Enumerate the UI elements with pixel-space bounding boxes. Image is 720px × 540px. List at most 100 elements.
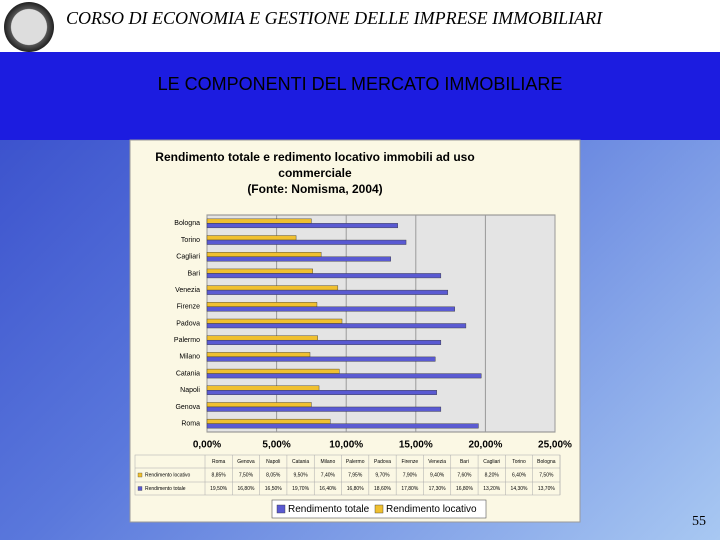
- table-value: 13,20%: [483, 486, 501, 492]
- legend-swatch: [374, 504, 384, 514]
- table-value: 9,40%: [430, 472, 445, 478]
- table-value: 16,80%: [347, 486, 365, 492]
- y-tick-label: Torino: [181, 237, 200, 244]
- bar: [206, 402, 312, 408]
- x-tick-label: 0,00%: [193, 440, 221, 451]
- table-value: 19,70%: [292, 486, 310, 492]
- y-tick-label: Bologna: [174, 220, 200, 227]
- y-tick-label: Genova: [175, 404, 200, 411]
- header-strip: [0, 0, 720, 52]
- bar: [206, 223, 398, 229]
- chart-title: commerciale: [278, 166, 352, 180]
- table-value: 7,95%: [348, 472, 363, 478]
- bar: [206, 339, 442, 345]
- chart-title: Rendimento totale e redimento locativo i…: [155, 150, 474, 164]
- table-header: Roma: [212, 459, 226, 465]
- table-header: Bari: [460, 459, 469, 465]
- table-value: 6,40%: [512, 472, 527, 478]
- table-value: 13,70%: [538, 486, 556, 492]
- bar: [206, 423, 479, 429]
- table-row-label: Rendimento totale: [145, 486, 186, 492]
- table-header: Milano: [321, 459, 336, 465]
- y-tick-label: Catania: [176, 370, 200, 377]
- bar: [206, 356, 436, 362]
- table-header: Venezia: [428, 459, 446, 465]
- table-value: 16,80%: [456, 486, 474, 492]
- table-header: Bologna: [537, 459, 556, 465]
- y-tick-label: Bari: [188, 270, 201, 277]
- x-tick-label: 20,00%: [468, 440, 502, 451]
- bar: [206, 306, 455, 312]
- bar: [206, 418, 331, 424]
- table-value: 8,05%: [266, 472, 281, 478]
- table-value: 16,40%: [319, 486, 337, 492]
- legend-label: Rendimento totale: [288, 504, 370, 515]
- table-value: 9,50%: [293, 472, 308, 478]
- x-tick-label: 25,00%: [538, 440, 572, 451]
- bar: [206, 302, 318, 308]
- bar: [206, 218, 312, 224]
- x-tick-label: 15,00%: [399, 440, 433, 451]
- table-value: 17,80%: [401, 486, 419, 492]
- bar: [206, 373, 482, 379]
- bar: [206, 318, 343, 324]
- y-tick-label: Cagliari: [176, 254, 200, 261]
- table-header: Catania: [292, 459, 309, 465]
- y-tick-label: Roma: [181, 420, 200, 427]
- chart-title: (Fonte: Nomisma, 2004): [247, 182, 382, 196]
- y-tick-label: Napoli: [180, 387, 200, 394]
- table-value: 17,30%: [429, 486, 447, 492]
- bar: [206, 252, 322, 257]
- table-value: 7,90%: [403, 472, 418, 478]
- table-value: 9,70%: [375, 472, 390, 478]
- table-header: Genova: [237, 459, 255, 465]
- table-value: 19,50%: [210, 486, 228, 492]
- table-value: 16,80%: [237, 486, 255, 492]
- table-value: 7,60%: [457, 472, 472, 478]
- table-swatch: [137, 486, 143, 491]
- bar: [206, 406, 442, 412]
- legend-label: Rendimento locativo: [386, 504, 477, 515]
- table-header: Napoli: [266, 459, 280, 465]
- y-tick-label: Venezia: [175, 287, 200, 294]
- logo: [4, 2, 54, 52]
- table-value: 7,40%: [321, 472, 336, 478]
- x-tick-label: 5,00%: [262, 440, 290, 451]
- bar: [206, 368, 340, 374]
- table-swatch: [137, 472, 143, 478]
- table-value: 7,50%: [239, 472, 254, 478]
- bar: [206, 256, 391, 262]
- x-tick-label: 10,00%: [329, 440, 363, 451]
- legend-swatch: [276, 504, 286, 514]
- table-header: Palermo: [346, 459, 365, 465]
- slide-heading: LE COMPONENTI DEL MERCATO IMMOBILIARE: [157, 74, 563, 94]
- bar: [206, 390, 437, 395]
- bar: [206, 289, 449, 295]
- table-header: Torino: [512, 459, 526, 465]
- header-title: CORSO DI ECONOMIA E GESTIONE DELLE IMPRE…: [66, 8, 603, 28]
- y-tick-label: Padova: [176, 320, 200, 327]
- table-row-label: Rendimento locativo: [145, 472, 191, 478]
- page-number: 55: [692, 514, 706, 529]
- bar: [206, 385, 320, 391]
- bar: [206, 273, 442, 279]
- table-header: Cagliari: [483, 459, 500, 465]
- bar: [206, 323, 467, 329]
- table-value: 8,85%: [212, 472, 227, 478]
- title-band: [0, 52, 720, 140]
- bar: [206, 239, 407, 245]
- table-value: 14,30%: [511, 486, 529, 492]
- table-header: Padova: [374, 459, 391, 465]
- table-value: 18,60%: [374, 486, 392, 492]
- bar: [206, 352, 311, 358]
- y-tick-label: Firenze: [177, 304, 200, 311]
- table-value: 7,50%: [539, 472, 554, 478]
- bar: [206, 285, 339, 291]
- bar: [206, 235, 297, 241]
- y-tick-label: Milano: [179, 354, 200, 361]
- bar: [206, 268, 313, 274]
- table-value: 8,20%: [485, 472, 500, 478]
- table-header: Firenze: [401, 459, 418, 465]
